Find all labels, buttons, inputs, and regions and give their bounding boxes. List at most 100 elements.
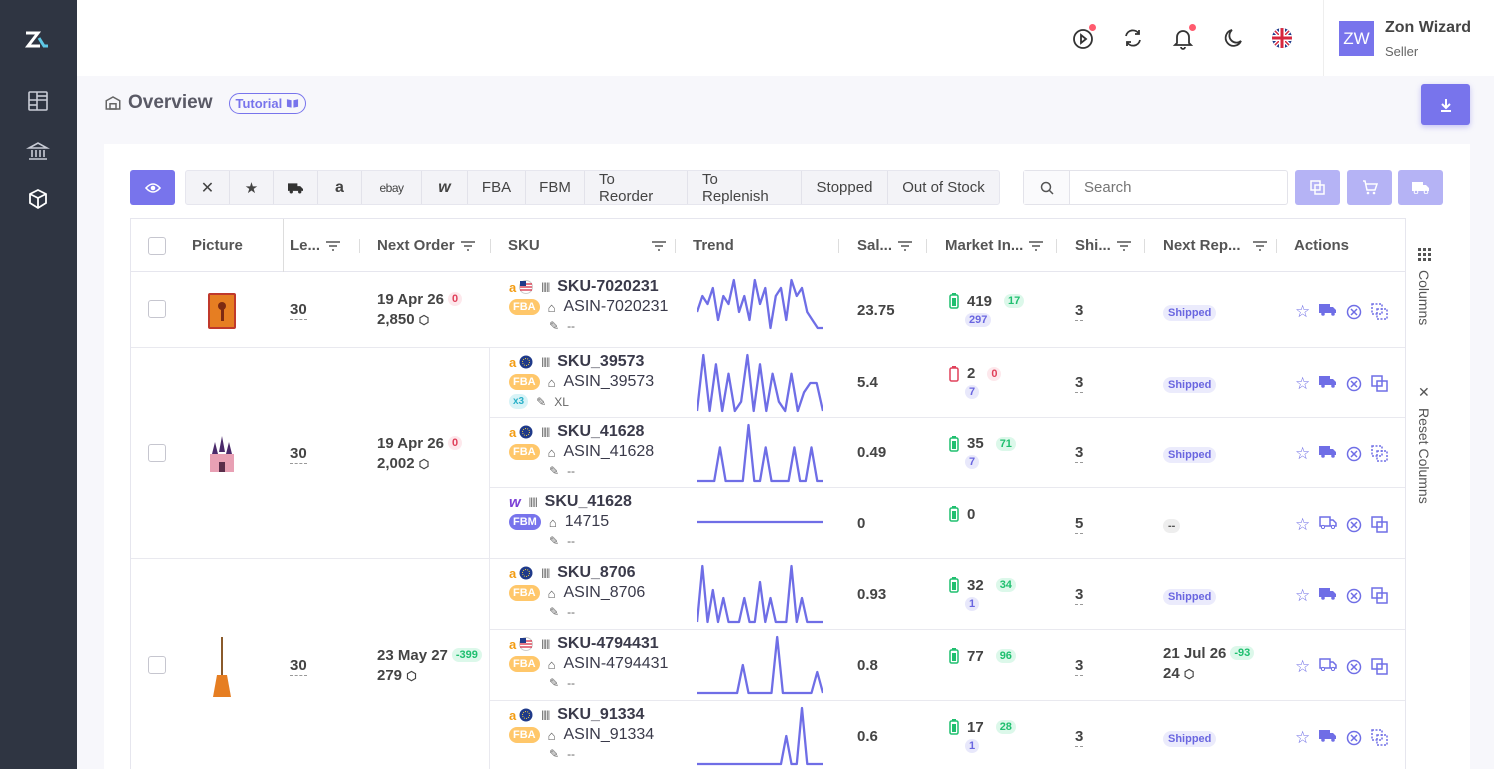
us-flag-icon	[519, 637, 534, 651]
column-header-shipping[interactable]: Shi...	[1075, 219, 1145, 272]
stop-icon[interactable]	[1346, 376, 1362, 392]
stop-icon[interactable]	[1346, 446, 1362, 462]
column-header-next-order[interactable]: Next Order	[377, 219, 491, 272]
copy-icon[interactable]	[1371, 657, 1389, 676]
shipping-filter-button[interactable]	[274, 171, 318, 204]
tag-icon: ⌂	[547, 374, 556, 390]
zon-logo-icon[interactable]	[22, 24, 52, 54]
select-all-checkbox[interactable]	[148, 237, 166, 255]
cart-action-button[interactable]	[1347, 170, 1392, 205]
ship-button[interactable]	[1319, 515, 1337, 534]
top-bar: ZW Zon Wizard Seller	[77, 0, 1494, 76]
star-icon[interactable]: ☆	[1295, 444, 1311, 463]
user-menu[interactable]: ZW Zon Wizard Seller	[1323, 0, 1494, 76]
dashboard-icon[interactable]	[26, 89, 50, 113]
amazon-filter-button[interactable]: a	[318, 171, 362, 204]
clear-filter-button[interactable]: ✕	[186, 171, 230, 204]
copy-icon[interactable]	[1371, 302, 1389, 321]
sync-icon[interactable]	[1121, 26, 1145, 50]
ship-button[interactable]	[1319, 657, 1337, 676]
column-header-sales[interactable]: Sal...	[857, 219, 927, 272]
star-icon[interactable]: ☆	[1295, 656, 1311, 676]
uk-flag-icon[interactable]	[1271, 27, 1293, 49]
trend-sparkline[interactable]	[697, 491, 823, 553]
column-header-next-replenish[interactable]: Next Rep...	[1163, 219, 1277, 272]
box-icon: ⬡	[418, 457, 430, 471]
ship-button[interactable]	[1319, 375, 1337, 393]
column-header-picture[interactable]: Picture	[192, 237, 243, 254]
stop-icon[interactable]	[1346, 588, 1362, 604]
copy-icon[interactable]	[1371, 445, 1389, 463]
stop-icon[interactable]	[1346, 517, 1362, 533]
copy-action-button[interactable]	[1295, 170, 1340, 205]
wayfair-filter-button[interactable]: w	[422, 171, 468, 204]
fba-filter-button[interactable]: FBA	[468, 171, 526, 204]
copy-icon[interactable]	[1371, 728, 1389, 747]
note-value: --	[567, 464, 576, 478]
castle-product-image[interactable]	[206, 434, 238, 474]
moon-icon[interactable]	[1222, 26, 1246, 50]
w-brand-icon: w	[438, 178, 451, 196]
reset-columns-button[interactable]: Reset Columns	[1416, 408, 1432, 504]
bank-icon[interactable]	[26, 139, 50, 163]
search-input[interactable]	[1070, 171, 1270, 204]
download-button[interactable]	[1421, 84, 1470, 125]
fulfillment-badge: FBA	[509, 727, 540, 743]
ship-button[interactable]	[1319, 729, 1337, 747]
column-header-market-inventory[interactable]: Market In...	[945, 219, 1057, 272]
copy-icon[interactable]	[1371, 586, 1389, 605]
trend-sparkline[interactable]	[697, 276, 823, 338]
column-header-lead[interactable]: Le...	[290, 219, 360, 272]
row-checkbox[interactable]	[148, 444, 166, 462]
visibility-toggle[interactable]	[130, 170, 175, 205]
cart-icon	[1362, 180, 1378, 195]
trend-sparkline[interactable]	[697, 351, 823, 413]
row-checkbox[interactable]	[148, 300, 166, 318]
truck-icon	[1319, 376, 1337, 388]
column-header-sku[interactable]: SKU	[508, 219, 676, 272]
columns-tab[interactable]: Columns	[1416, 270, 1432, 326]
close-icon[interactable]: ✕	[1418, 384, 1430, 400]
favorites-filter-button[interactable]: ★	[230, 171, 274, 204]
search-icon[interactable]	[1024, 171, 1070, 204]
copy-icon[interactable]	[1371, 375, 1389, 393]
broom-product-image[interactable]	[209, 635, 235, 699]
next-order-badge: -399	[451, 648, 482, 662]
stopped-filter-button[interactable]: Stopped	[802, 171, 888, 204]
copy-icon[interactable]	[1371, 515, 1389, 534]
column-header-trend[interactable]: Trend	[693, 219, 839, 272]
box-icon[interactable]	[26, 187, 50, 211]
trend-sparkline[interactable]	[697, 562, 823, 624]
sales-value: 0.8	[857, 656, 878, 674]
star-icon[interactable]: ☆	[1295, 374, 1311, 393]
ship-button[interactable]	[1319, 587, 1337, 605]
stop-icon[interactable]	[1346, 730, 1362, 746]
notifications-button[interactable]	[1171, 24, 1196, 50]
star-icon[interactable]: ☆	[1295, 727, 1311, 747]
row-checkbox[interactable]	[148, 656, 166, 674]
book-product-image[interactable]	[206, 291, 238, 331]
trend-sparkline[interactable]	[697, 633, 823, 695]
trend-sparkline[interactable]	[697, 704, 823, 766]
star-icon[interactable]: ☆	[1295, 514, 1311, 534]
quantity-badge: x3	[509, 394, 529, 409]
star-icon[interactable]: ☆	[1295, 585, 1311, 605]
trend-sparkline[interactable]	[697, 421, 823, 483]
ship-action-button[interactable]	[1398, 170, 1443, 205]
grid-icon[interactable]	[1418, 248, 1432, 262]
ship-button[interactable]	[1319, 445, 1337, 463]
fbm-filter-button[interactable]: FBM	[526, 171, 585, 204]
stop-icon[interactable]	[1346, 659, 1362, 675]
to-reorder-filter-button[interactable]: To Reorder	[585, 171, 688, 205]
barcode-icon: |||||	[541, 281, 550, 293]
out-of-stock-filter-button[interactable]: Out of Stock	[902, 179, 985, 196]
lead-time-value: 30	[290, 301, 307, 320]
ship-button[interactable]	[1319, 303, 1337, 321]
stop-icon[interactable]	[1346, 304, 1362, 320]
tutorial-button[interactable]: Tutorial	[228, 92, 307, 114]
play-button[interactable]	[1071, 24, 1096, 50]
column-header-actions[interactable]: Actions	[1294, 237, 1350, 254]
to-replenish-filter-button[interactable]: To Replenish	[688, 171, 802, 205]
ebay-filter-button[interactable]: ebay	[362, 171, 422, 204]
star-icon[interactable]: ☆	[1295, 301, 1311, 321]
